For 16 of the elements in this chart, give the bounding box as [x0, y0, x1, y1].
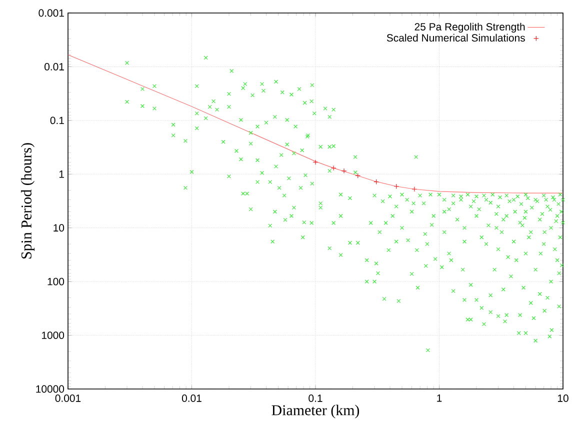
x-tick-label: 10 [558, 394, 568, 402]
x-tick-label: 0.1 [308, 394, 322, 402]
y-tick-label: 100 [48, 278, 64, 286]
y-tick-label: 1000 [42, 332, 64, 339]
y-tick-label: 0.001 [38, 9, 64, 17]
x-tick-label: 0.01 [182, 394, 202, 402]
x-axis-title: Diameter (km) [272, 404, 360, 418]
legend-label: Scaled Numerical Simulations [386, 34, 525, 42]
y-tick-label: 10000 [36, 385, 64, 393]
y-tick-label: 0.1 [50, 116, 64, 124]
y-tick-label: 0.01 [44, 63, 64, 70]
legend-label: 25 Pa Regolith Strength [414, 22, 525, 33]
y-tick-label: 10 [54, 224, 64, 232]
y-axis-title: Spin Period (hours) [20, 143, 35, 259]
y-tick-label: 1 [59, 170, 64, 178]
x-tick-label: 1 [437, 394, 442, 402]
